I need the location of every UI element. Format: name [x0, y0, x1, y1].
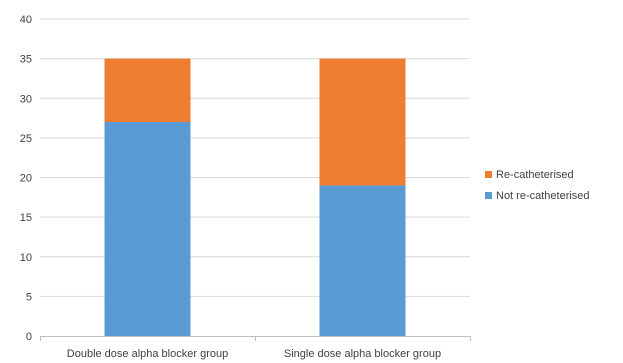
- x-category-label: Double dose alpha blocker group: [67, 348, 228, 360]
- y-tick-label: 10: [20, 252, 32, 264]
- bar-not-recatheterised-1: [104, 122, 191, 337]
- bar-recatheterised-1: [104, 58, 191, 123]
- y-tick-label: 0: [26, 331, 32, 343]
- legend-label: Not re-catheterised: [496, 190, 590, 202]
- y-axis-tick-labels: 0 5 10 15 20 25 30 35 40: [20, 14, 32, 343]
- x-axis-category-labels: Double dose alpha blocker group Single do…: [67, 348, 441, 360]
- x-category-label: Single dose alpha blocker group: [284, 348, 441, 360]
- legend-label: Re-catheterised: [496, 169, 574, 181]
- legend-swatch: [485, 192, 492, 199]
- x-axis: [40, 336, 471, 341]
- y-tick-label: 30: [20, 93, 32, 105]
- bar-not-recatheterised-2: [319, 185, 406, 336]
- y-tick-label: 25: [20, 133, 32, 145]
- bars: [104, 58, 406, 337]
- y-tick-label: 40: [20, 14, 32, 26]
- y-tick-label: 20: [20, 173, 32, 185]
- bar-recatheterised-2: [319, 58, 406, 186]
- y-tick-label: 35: [20, 54, 32, 66]
- y-tick-label: 15: [20, 212, 32, 224]
- legend: Re-catheterised Not re-catheterised: [485, 169, 590, 202]
- y-tick-label: 5: [26, 291, 32, 303]
- legend-swatch: [485, 171, 492, 178]
